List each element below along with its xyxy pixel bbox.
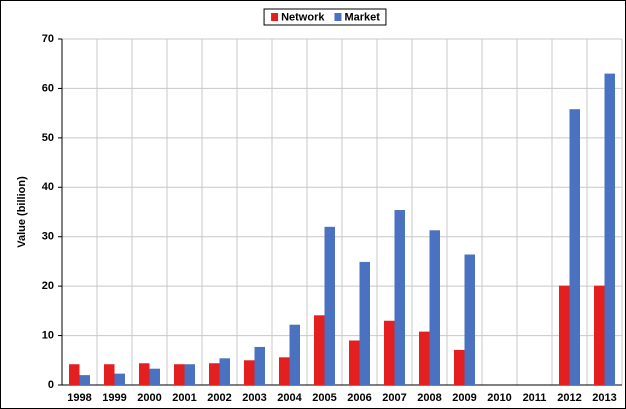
bar [69, 364, 80, 385]
y-tick-label: 20 [42, 280, 54, 292]
y-tick-label: 0 [48, 379, 54, 391]
bar [464, 254, 475, 385]
x-tick-label: 2003 [242, 392, 266, 404]
x-tick-label: 2002 [207, 392, 231, 404]
bar [324, 226, 335, 385]
y-axis-label: Value (billion) [16, 176, 28, 248]
bar [394, 210, 405, 385]
legend-swatch [271, 13, 279, 21]
bar [244, 360, 255, 385]
y-tick-label: 50 [42, 132, 54, 144]
bar [174, 364, 185, 385]
x-tick-label: 2007 [382, 392, 406, 404]
legend-label: Market [344, 11, 380, 23]
bar [279, 357, 290, 385]
bar [209, 363, 220, 385]
x-tick-label: 1998 [67, 392, 91, 404]
bar [359, 261, 370, 385]
bar [254, 346, 265, 385]
x-tick-label: 2004 [277, 392, 302, 404]
y-tick-label: 10 [42, 329, 54, 341]
bar [349, 340, 360, 385]
y-tick-label: 70 [42, 33, 54, 45]
x-tick-label: 2013 [592, 392, 616, 404]
legend-swatch [334, 13, 342, 21]
bar [114, 373, 125, 385]
bar [104, 364, 115, 385]
bar [289, 324, 300, 385]
bar [184, 364, 195, 385]
x-tick-label: 2005 [312, 392, 336, 404]
bar [314, 315, 325, 385]
x-tick-label: 2000 [137, 392, 161, 404]
bar [454, 349, 465, 385]
x-tick-label: 2012 [557, 392, 581, 404]
x-tick-label: 2011 [523, 392, 547, 404]
bar [384, 320, 395, 385]
x-tick-label: 2008 [417, 392, 441, 404]
bar [429, 230, 440, 385]
legend-box [263, 8, 387, 26]
bar [594, 285, 605, 385]
bar [219, 358, 230, 385]
y-tick-label: 30 [42, 231, 54, 243]
legend-label: Network [281, 11, 325, 23]
x-tick-label: 2010 [487, 392, 511, 404]
bar [559, 285, 570, 385]
x-tick-label: 2009 [452, 392, 476, 404]
bar [139, 363, 150, 385]
x-tick-label: 1999 [102, 392, 126, 404]
x-tick-label: 2001 [172, 392, 196, 404]
bar [569, 109, 580, 385]
bar [79, 375, 90, 385]
bar [419, 331, 430, 385]
y-tick-label: 60 [42, 82, 54, 94]
bar [149, 368, 160, 385]
y-tick-label: 40 [42, 181, 54, 193]
bar [604, 73, 615, 385]
x-tick-label: 2006 [347, 392, 371, 404]
